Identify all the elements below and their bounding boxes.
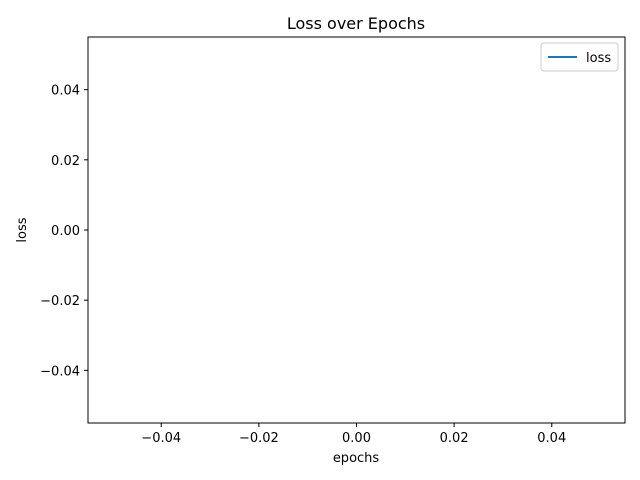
x-tick-label: 0.00 [342,431,371,446]
x-tick-label: 0.04 [537,431,566,446]
y-tick-label: 0.04 [51,84,80,99]
legend: loss [540,42,619,72]
y-tick-label: 0.00 [51,224,80,239]
y-tick-label: −0.04 [40,364,80,379]
y-axis-label: loss [15,217,30,242]
y-axis-ticks: −0.04 −0.02 0.00 0.02 0.04 [40,84,88,379]
legend-label-loss: loss [586,51,611,66]
y-tick-label: −0.02 [40,294,80,309]
y-tick-label: 0.02 [51,154,80,169]
legend-box [540,42,619,72]
chart-title: Loss over Epochs [287,14,425,33]
x-axis-ticks: −0.04 −0.02 0.00 0.02 0.04 [141,423,566,446]
plot-area [88,37,625,423]
x-axis-label: epochs [333,451,380,466]
x-tick-label: −0.04 [141,431,181,446]
plot-frame [87,36,626,424]
x-tick-label: −0.02 [239,431,279,446]
x-tick-label: 0.02 [440,431,469,446]
